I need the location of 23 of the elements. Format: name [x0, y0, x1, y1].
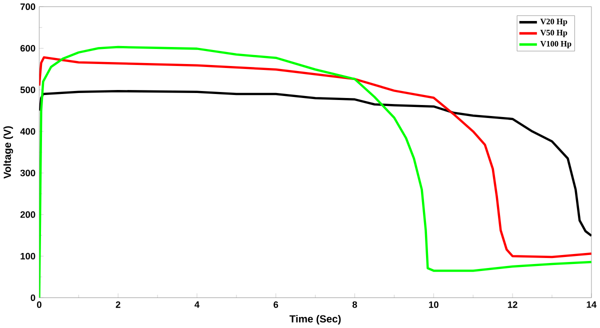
x-tick-label: 0 — [36, 301, 42, 308]
x-tick-label: 2 — [116, 301, 120, 308]
x-tick-label: 12 — [508, 301, 518, 308]
line-series — [39, 56, 592, 258]
line-series — [39, 90, 592, 237]
legend-label: V100 Hp — [540, 40, 572, 48]
x-tick-label: 14 — [586, 301, 597, 308]
y-tick-label: 500 — [20, 86, 36, 94]
y-tick-label: 300 — [20, 170, 36, 176]
x-tick-label: 4 — [194, 301, 200, 308]
x-tick-label: 10 — [429, 301, 438, 308]
y-axis-title: Voltage (V) — [3, 126, 14, 179]
x-axis-title: Time (Sec) — [290, 314, 341, 325]
x-tick-label: 6 — [274, 301, 278, 308]
y-tick-label: 700 — [20, 3, 36, 10]
x-tick-label: 8 — [352, 301, 358, 308]
y-tick-label: 600 — [20, 44, 36, 52]
legend-label: V20 Hp — [540, 18, 568, 26]
y-tick-label: 0 — [30, 294, 36, 302]
y-tick-label: 400 — [20, 128, 36, 135]
y-tick-label: 100 — [20, 252, 36, 260]
legend-label: V50 Hp — [540, 30, 568, 38]
y-tick-label: 200 — [20, 211, 36, 218]
